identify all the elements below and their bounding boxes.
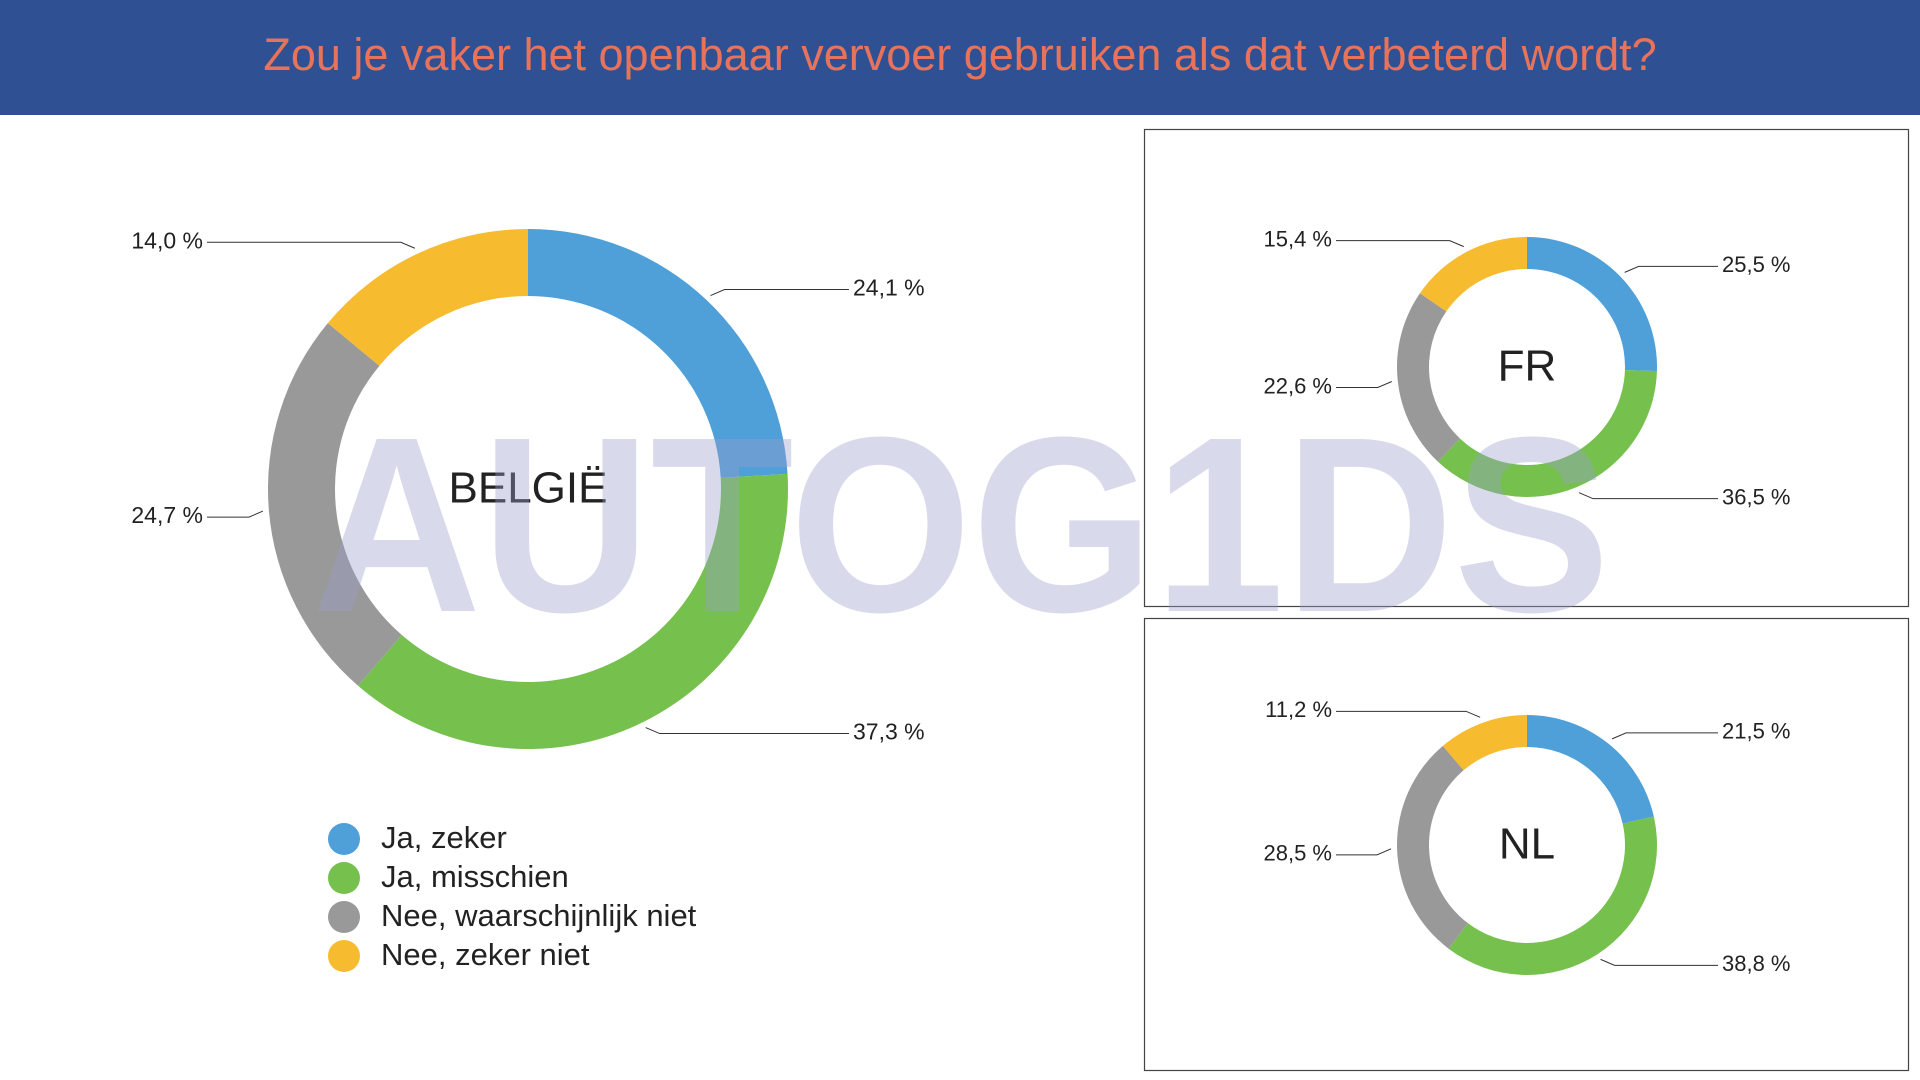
leader-line [1336, 710, 1481, 718]
value-label: 24,1 % [853, 275, 925, 301]
page-title: Zou je vaker het openbaar vervoer gebrui… [263, 29, 1656, 80]
donut-segment [1419, 237, 1527, 312]
leader-line [207, 241, 416, 249]
donut-segment [528, 229, 788, 478]
value-label: 24,7 % [131, 502, 203, 528]
donut-segment [1448, 816, 1657, 976]
leader-line [1600, 958, 1718, 966]
donut-center-label: FR [1498, 342, 1557, 391]
donut-segment [1442, 715, 1527, 771]
value-label: 25,5 % [1722, 252, 1791, 277]
legend-swatch [328, 823, 360, 855]
leader-line [1336, 240, 1464, 248]
donut-center-label: NL [1499, 820, 1555, 869]
legend-label: Ja, misschien [381, 859, 569, 894]
value-label: 28,5 % [1264, 841, 1333, 866]
legend-swatch [328, 862, 360, 894]
value-label: 37,3 % [853, 719, 925, 745]
donut-center-label: BELGIË [449, 464, 608, 513]
leader-line [645, 727, 849, 735]
value-label: 14,0 % [131, 227, 203, 253]
panel-nl [1143, 617, 1910, 1072]
donut-segment [1527, 237, 1657, 372]
donut-segment [1396, 745, 1468, 949]
leader-line [1578, 492, 1718, 500]
donut-segment [268, 323, 402, 686]
leader-line [207, 510, 264, 518]
legend-label: Nee, waarschijnlijk niet [381, 898, 697, 933]
leader-line [710, 289, 849, 296]
leader-line [1336, 381, 1392, 388]
panel-fr [1143, 128, 1910, 608]
donut-segment [358, 473, 788, 749]
leader-line [1611, 732, 1718, 740]
value-label: 11,2 % [1265, 697, 1332, 722]
legend-swatch [328, 901, 360, 933]
donut-segment [1527, 715, 1654, 824]
legend-label: Nee, zeker niet [381, 937, 590, 972]
value-label: 38,8 % [1722, 951, 1791, 976]
legend-swatch [328, 940, 360, 972]
value-label: 36,5 % [1722, 484, 1791, 509]
value-label: 15,4 % [1264, 226, 1333, 251]
leader-line [1336, 848, 1392, 856]
header-bar [0, 0, 1920, 115]
legend-label: Ja, zeker [381, 820, 507, 855]
leader-line [1624, 265, 1718, 273]
donut-segment [1438, 370, 1657, 497]
donut-segment [1397, 293, 1460, 462]
donut-segment [327, 229, 528, 366]
charts: 24,1 % 37,3 % 24,7 % 14,0 % BELGIË Ja, zeker J… [131, 226, 1790, 976]
value-label: 22,6 % [1264, 373, 1333, 398]
value-label: 21,5 % [1722, 719, 1791, 744]
watermark: AUTOG1DS [312, 385, 1610, 664]
